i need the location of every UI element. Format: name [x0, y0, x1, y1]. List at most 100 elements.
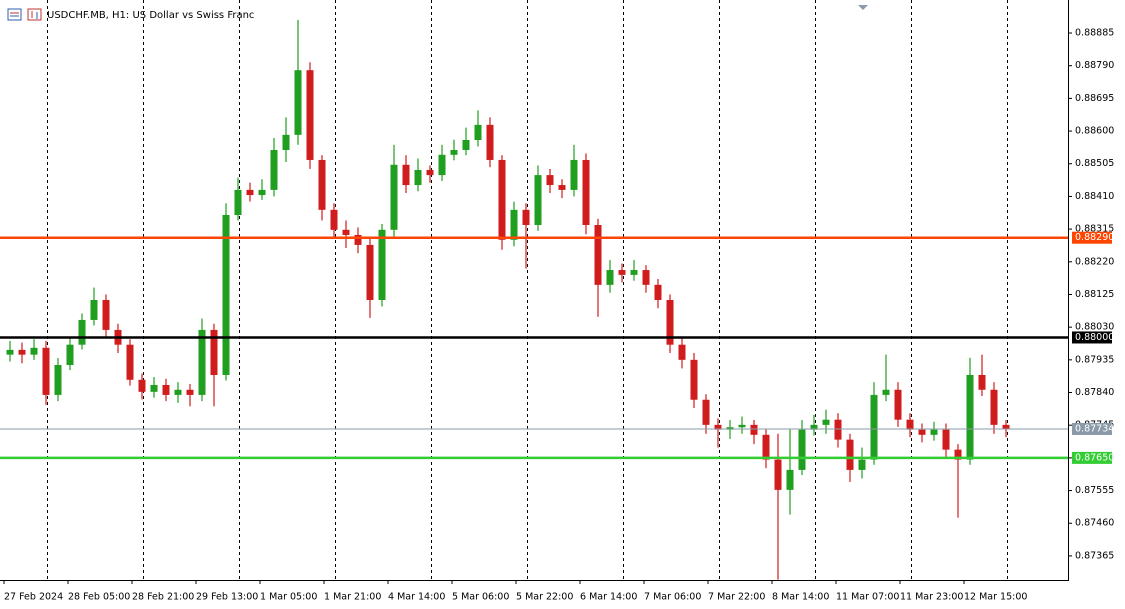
price-level-label: 0.88290: [1075, 232, 1114, 243]
shift-marker: [858, 5, 868, 10]
chart-title: USDCHF.MB, H1: US Dollar vs Swiss Franc: [47, 10, 254, 21]
candle-body: [318, 159, 326, 210]
candle-body: [42, 347, 50, 395]
candle-body: [870, 394, 878, 460]
candle-body: [90, 299, 98, 320]
candle-body: [642, 270, 650, 285]
candle-body: [126, 344, 134, 380]
candle-body: [390, 164, 398, 230]
candle-body: [618, 270, 626, 275]
candle-body: [786, 469, 794, 490]
candle-body: [558, 185, 566, 190]
candle-body: [210, 329, 218, 375]
candle-body: [630, 270, 638, 275]
candle-body: [582, 159, 590, 225]
candle-body: [954, 449, 962, 460]
candle-body: [990, 389, 998, 425]
price-level-label: 0.88000: [1075, 332, 1114, 343]
candle-body: [918, 429, 926, 435]
candle-body: [102, 299, 110, 330]
y-tick-label: 0.88600: [1075, 126, 1114, 137]
icon: [7, 8, 22, 21]
candle-body: [474, 124, 482, 141]
y-tick-label: 0.87935: [1075, 354, 1114, 365]
x-tick-label: 11 Mar 07:00: [836, 592, 899, 603]
candle-body: [690, 359, 698, 400]
candle-body: [930, 429, 938, 435]
candle-body: [606, 270, 614, 285]
candle-body: [366, 244, 374, 300]
candle-body: [894, 389, 902, 420]
candle-body: [498, 159, 506, 240]
icon: [27, 8, 42, 21]
candle-body: [534, 175, 542, 225]
x-tick-label: 4 Mar 14:00: [388, 592, 445, 603]
x-tick-label: 29 Feb 13:00: [196, 592, 258, 603]
x-tick-label: 12 Mar 15:00: [964, 592, 1027, 603]
candle-body: [198, 329, 206, 395]
candle-body: [450, 149, 458, 155]
candle-body: [966, 374, 974, 460]
candle-body: [798, 429, 806, 470]
candle-body: [510, 209, 518, 240]
x-tick-label: 27 Feb 2024: [4, 592, 63, 603]
candle-body: [762, 434, 770, 460]
price-level-label: 0.87650: [1075, 452, 1114, 463]
y-tick-label: 0.87555: [1075, 485, 1114, 496]
candle-body: [702, 399, 710, 425]
candle-body: [522, 209, 530, 225]
price-level-label: 0.87734: [1075, 423, 1114, 434]
candle-body: [666, 299, 674, 345]
y-tick-label: 0.88695: [1075, 93, 1114, 104]
grid: [47, 0, 1008, 580]
y-tick-label: 0.87840: [1075, 387, 1114, 398]
candle-body: [978, 374, 986, 390]
x-tick-label: 5 Mar 06:00: [452, 592, 509, 603]
candle-body: [942, 429, 950, 450]
candle-body: [738, 424, 746, 428]
candle-body: [30, 347, 38, 355]
candle-body: [402, 164, 410, 186]
candle-body: [150, 384, 158, 392]
price-level-box: [1072, 422, 1112, 435]
candle-body: [138, 379, 146, 392]
candle-body: [78, 319, 86, 345]
candle-body: [678, 344, 686, 360]
header: USDCHF.MB, H1: US Dollar vs Swiss Franc: [7, 8, 254, 21]
candle-body: [354, 234, 362, 245]
y-tick-label: 0.88315: [1075, 224, 1114, 235]
candle-body: [546, 175, 554, 186]
candle-body: [714, 424, 722, 430]
x-tick-label: 8 Mar 14:00: [772, 592, 829, 603]
candle-body: [234, 189, 242, 216]
x-tick-label: 7 Mar 22:00: [708, 592, 765, 603]
x-tick-label: 28 Feb 21:00: [132, 592, 194, 603]
candle-body: [258, 189, 266, 196]
candle-body: [882, 389, 890, 395]
x-tick-label: 7 Mar 06:00: [644, 592, 701, 603]
candle-body: [438, 154, 446, 176]
candle-body: [750, 424, 758, 435]
y-tick-label: 0.88030: [1075, 322, 1114, 333]
x-tick-label: 11 Mar 23:00: [900, 592, 963, 603]
y-tick-label: 0.88790: [1075, 60, 1114, 71]
candle-body: [306, 70, 314, 160]
y-tick-label: 0.87365: [1075, 550, 1114, 561]
candle-body: [378, 229, 386, 300]
y-tick-label: 0.88885: [1075, 28, 1114, 39]
candle-body: [594, 224, 602, 285]
y-tick-label: 0.88505: [1075, 158, 1114, 169]
candle-body: [846, 439, 854, 470]
candle-body: [342, 229, 350, 235]
candle-body: [834, 419, 842, 440]
candle-body: [174, 389, 182, 395]
candle-body: [654, 284, 662, 300]
candle-body: [246, 189, 254, 196]
candle-body: [810, 424, 818, 430]
y-tick-label: 0.88125: [1075, 289, 1114, 300]
candle-body: [570, 159, 578, 190]
candle-body: [426, 169, 434, 176]
